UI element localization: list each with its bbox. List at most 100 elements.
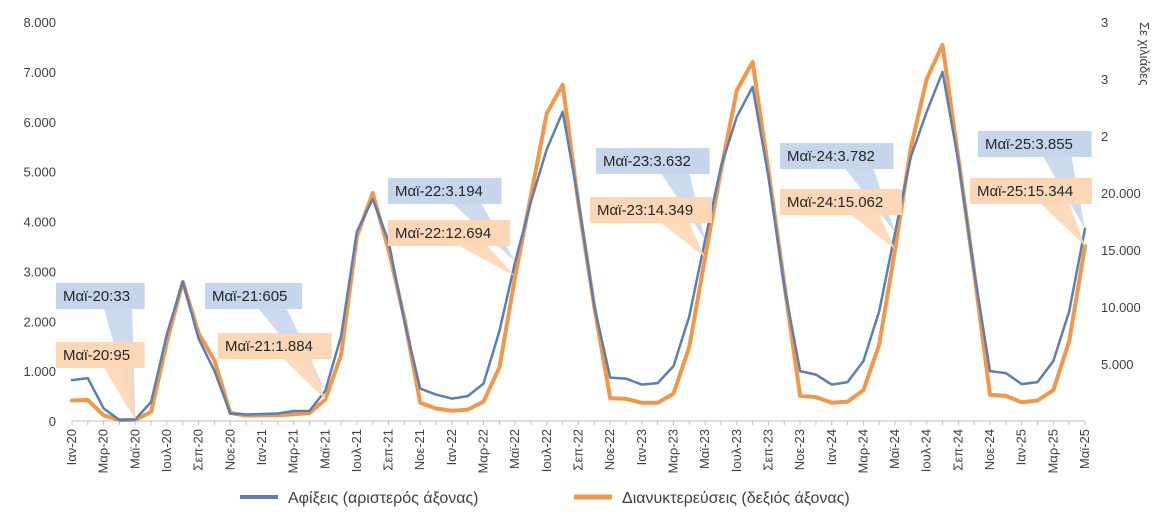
callout-box: [56, 283, 145, 309]
y-left-tick-label: 1.000: [23, 364, 56, 379]
callout-label: Μαϊ-20:95: [63, 347, 130, 364]
x-tick-label: Σεπ-24: [950, 429, 965, 471]
y-right-tick-label: 5.000: [1101, 357, 1134, 372]
x-tick-label: Μαρ-20: [96, 429, 111, 474]
x-tick-label: Μαρ-22: [476, 429, 491, 474]
callout-box: [780, 189, 902, 215]
callout-box: [388, 220, 510, 246]
series-line-arrivals: [70, 70, 1087, 422]
callout: Μαϊ-22:3.194: [388, 178, 516, 262]
y-right-tick-label: 15.000: [1101, 243, 1141, 258]
callout: Μαϊ-23:3.632: [596, 148, 710, 240]
callout: Μαϊ-25:15.344: [970, 178, 1092, 247]
callout-box: [978, 131, 1092, 157]
y-right-tick-label-partial: 3: [1101, 15, 1108, 30]
y-right-axis-title: Σε χιλιάδες: [1137, 22, 1152, 85]
x-tick-label: Ιαν-20: [64, 429, 79, 465]
callout-pointer: [104, 368, 136, 420]
y-left-tick-label: 8.000: [23, 15, 56, 30]
x-tick-label: Ιουλ-23: [729, 429, 744, 472]
y-left-tick-label: 2.000: [23, 314, 56, 329]
x-tick-label: Σεπ-21: [381, 429, 396, 471]
y-left-tick-label: 6.000: [23, 115, 56, 130]
x-tick-label: Ιαν-22: [444, 429, 459, 465]
callout-label: Μαϊ-21:1.884: [225, 338, 313, 355]
callout-label: Μαϊ-20:33: [63, 288, 130, 305]
x-tick-label: Σεπ-22: [571, 429, 586, 471]
x-tick-label: Μαϊ-24: [887, 429, 902, 469]
axes: 0 1.000 2.000 3.000 4.000 5.000 6.000 7.000 8.00…: [23, 15, 1152, 474]
callout-box: [388, 178, 502, 204]
x-tick-label: Ιαν-23: [634, 429, 649, 465]
callout-label: Μαϊ-24:15.062: [787, 194, 883, 211]
x-tick-label: Ιαν-24: [824, 429, 839, 465]
callout-pointer: [459, 246, 516, 277]
y-left-tick-label: 5.000: [23, 165, 56, 180]
x-tick-label: Μαρ-25: [1045, 429, 1060, 474]
callout-label: Μαϊ-23:3.632: [603, 153, 691, 170]
callout-label: Μαϊ-21:605: [212, 288, 287, 305]
y-right-tick-label: 20.000: [1101, 186, 1141, 201]
callout: Μαϊ-20:95: [56, 342, 145, 420]
callout: Μαϊ-21:1.884: [218, 333, 332, 400]
x-tick-label: Νοε-22: [602, 429, 617, 470]
callout-box: [590, 197, 712, 223]
callout-box: [218, 333, 332, 359]
series-lines: [70, 42, 1087, 423]
x-tick-label: Νοε-24: [982, 429, 997, 470]
x-tick-label: Ιουλ-22: [539, 429, 554, 472]
callout: Μαϊ-22:12.694: [388, 220, 516, 277]
x-tick-label: Μαϊ-20: [127, 429, 142, 469]
x-tick-label: Νοε-23: [792, 429, 807, 470]
x-tick-label: Μαϊ-25: [1077, 429, 1092, 469]
callout-pointer: [1041, 204, 1085, 247]
x-tick-label: Ιαν-25: [1014, 429, 1029, 465]
callout-label: Μαϊ-24:3.782: [787, 148, 875, 165]
callout-label: Μαϊ-25:15.344: [977, 183, 1073, 200]
x-tick-label: Μαρ-23: [665, 429, 680, 474]
callout: Μαϊ-23:14.349: [590, 197, 712, 258]
x-tick-label: Σεπ-20: [191, 429, 206, 471]
callout: Μαϊ-24:15.062: [780, 189, 902, 250]
x-tick-label: Ιουλ-20: [159, 429, 174, 472]
x-tick-label: Σεπ-23: [760, 429, 775, 471]
callout-pointer: [661, 223, 706, 258]
callout-pointer: [1043, 157, 1085, 229]
y-right-tick-label: 10.000: [1101, 300, 1141, 315]
callout-box: [780, 143, 894, 169]
x-tick-label: Μαρ-21: [286, 429, 301, 474]
callout-pointer: [283, 359, 326, 400]
callout-box: [970, 178, 1092, 204]
y-right-tick-label-partial: 3: [1101, 72, 1108, 87]
callout-box: [205, 283, 302, 309]
callout: Μαϊ-25:3.855: [978, 131, 1092, 229]
x-tick-label: Νοε-20: [222, 429, 237, 470]
callout-label: Μαϊ-23:14.349: [597, 202, 693, 219]
y-right-tick-label-partial: 2: [1101, 129, 1108, 144]
x-tick-label: Μαϊ-21: [317, 429, 332, 469]
callout-box: [56, 342, 145, 368]
x-tick-label: Ιαν-21: [254, 429, 269, 465]
x-tick-label: Μαϊ-22: [507, 429, 522, 469]
callout: Μαϊ-20:33: [56, 283, 145, 420]
callout-pointer: [851, 215, 896, 250]
data-callouts: Μαϊ-20:33 Μαϊ-20:95 Μαϊ-21:605 Μαϊ-21:1.884…: [56, 131, 1092, 420]
callout-label: Μαϊ-22:3.194: [395, 183, 483, 200]
legend-label: Διανυκτερεύσεις (δεξιός άξονας): [622, 490, 850, 507]
y-left-tick-label: 0: [49, 414, 56, 429]
series-line-overnight-stays: [70, 42, 1087, 423]
x-tick-label: Νοε-21: [412, 429, 427, 470]
callout-label: Μαϊ-22:12.694: [395, 225, 491, 242]
callout-pointer: [104, 309, 136, 420]
legend: Αφίξεις (αριστερός άξονας) Διανυκτερεύσει…: [240, 490, 850, 507]
callout-label: Μαϊ-25:3.855: [985, 136, 1073, 153]
x-tick-label: Μαρ-24: [855, 429, 870, 474]
x-tick-label: Μαϊ-23: [697, 429, 712, 469]
y-left-tick-label: 4.000: [23, 215, 56, 230]
callout-box: [596, 148, 710, 174]
callout-pointer: [453, 204, 516, 262]
y-left-tick-label: 7.000: [23, 65, 56, 80]
legend-label: Αφίξεις (αριστερός άξονας): [288, 490, 479, 507]
y-left-tick-label: 3.000: [23, 264, 56, 279]
